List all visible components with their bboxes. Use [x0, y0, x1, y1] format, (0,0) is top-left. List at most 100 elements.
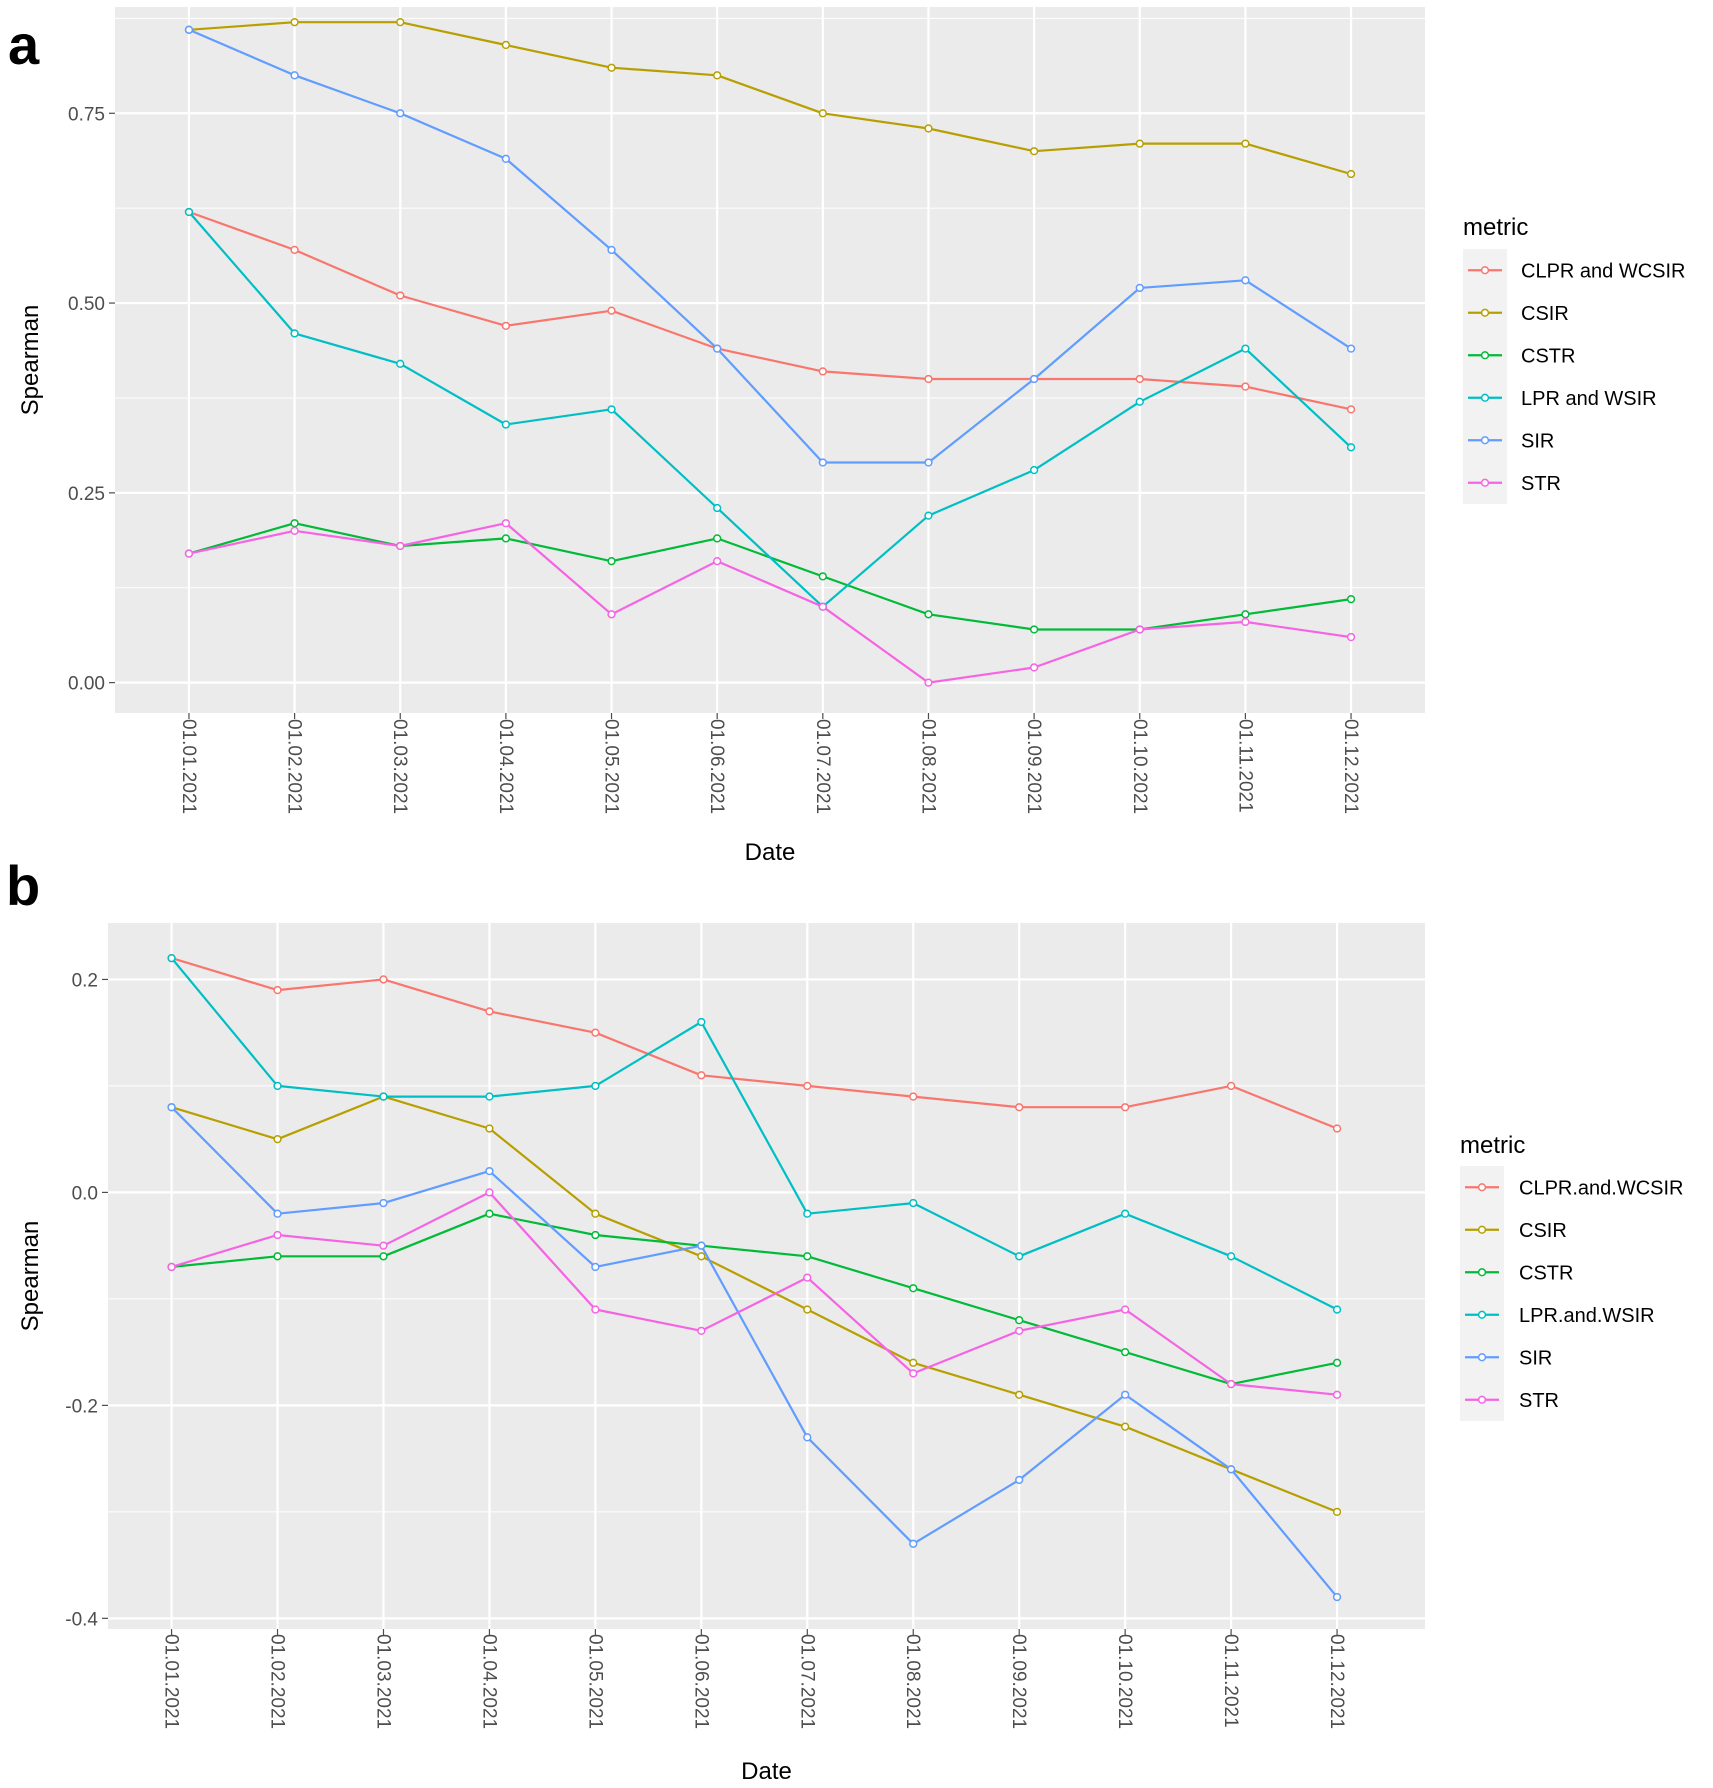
series-sir: [184, 25, 1356, 467]
x-tick-label: 01.01.2021: [178, 719, 199, 814]
data-point: [501, 321, 511, 330]
y-tick-label: 0.00: [68, 674, 105, 695]
data-point: [591, 1209, 600, 1218]
legend-item: LPR and WSIR: [1468, 388, 1657, 410]
legend-item: SIR: [1468, 430, 1554, 452]
data-point: [1029, 147, 1039, 156]
data-point: [909, 1539, 918, 1548]
legend-label: CSTR: [1519, 1262, 1573, 1284]
data-point: [1135, 625, 1144, 634]
data-point: [396, 359, 405, 368]
data-point: [818, 602, 827, 611]
data-point: [591, 1081, 600, 1091]
legend-key-point: [1477, 1225, 1487, 1234]
data-point: [396, 18, 405, 27]
data-point: [1135, 397, 1144, 406]
legend-label: STR: [1521, 473, 1561, 495]
data-point: [1241, 382, 1250, 391]
panel-a: a 0.00 0.25 0.50 0.75 01.01.2021 01.02.2021 01…: [8, 7, 1686, 866]
data-point: [1346, 344, 1356, 353]
data-point: [167, 1262, 176, 1272]
data-point: [1015, 1316, 1024, 1325]
data-point: [1241, 344, 1250, 353]
data-point: [1241, 276, 1250, 285]
legend-label: CLPR and WCSIR: [1521, 260, 1686, 282]
data-point: [591, 1028, 600, 1037]
data-point: [273, 985, 282, 995]
series-line: [188, 210, 1352, 411]
data-point: [697, 1252, 706, 1261]
legend-label: SIR: [1521, 430, 1554, 452]
data-point: [1332, 1390, 1342, 1399]
data-point: [924, 678, 933, 687]
data-point: [1332, 1305, 1342, 1314]
legend-label: CSIR: [1519, 1220, 1567, 1242]
data-point: [1135, 374, 1144, 384]
y-tick-label: 0.2: [72, 970, 98, 991]
data-point: [909, 1198, 918, 1208]
data-point: [501, 40, 511, 50]
legend: metric CLPR.and.WCSIR CSIR CSTR LPR.and.WSIR…: [1460, 1132, 1684, 1421]
x-tick-label: 01.06.2021: [706, 719, 727, 814]
data-point: [1346, 594, 1356, 604]
data-point: [909, 1369, 918, 1378]
data-point: [485, 1209, 494, 1218]
data-point: [273, 1252, 282, 1261]
legend-key-point: [1480, 351, 1490, 360]
panel-b: b -0.4 -0.2 0.0 0.2 01.01.2021 01.02.2021 01.0…: [6, 854, 1684, 1785]
plot-background: [108, 923, 1425, 1629]
legend-key-point: [1480, 393, 1490, 402]
data-point: [379, 1241, 388, 1250]
y-tick-label: 0.0: [72, 1183, 98, 1204]
data-point: [273, 1209, 282, 1218]
legend-label: CLPR.and.WCSIR: [1519, 1177, 1684, 1199]
series-csir: [184, 18, 1356, 179]
data-point: [803, 1433, 812, 1442]
x-tick-label: 01.11.2021: [1220, 1634, 1241, 1728]
legend-key-point: [1480, 436, 1490, 445]
data-point: [379, 1198, 388, 1208]
legend-item: CSIR: [1465, 1220, 1567, 1242]
legend-item: STR: [1465, 1390, 1559, 1412]
data-point: [803, 1305, 812, 1314]
data-point: [818, 458, 827, 467]
y-axis-title: Spearman: [17, 1221, 44, 1332]
legend: metric CLPR and WCSIR CSIR CSTR LPR and WSIR…: [1463, 214, 1686, 504]
data-point: [1121, 1390, 1130, 1399]
data-point: [803, 1209, 812, 1218]
x-axis-title: Date: [741, 1758, 792, 1785]
x-tick-label: 01.03.2021: [372, 1634, 393, 1729]
legend-label: SIR: [1519, 1347, 1552, 1369]
data-point: [273, 1081, 282, 1091]
data-point: [909, 1284, 918, 1293]
data-point: [713, 534, 722, 543]
data-point: [1029, 374, 1039, 384]
series-str: [167, 1188, 1342, 1399]
legend-label: LPR.and.WSIR: [1519, 1305, 1655, 1327]
series-clpr-and-wcsir: [167, 953, 1342, 1133]
data-point: [818, 572, 827, 581]
data-point: [396, 109, 405, 118]
data-point: [1332, 1592, 1342, 1602]
legend-key-point: [1477, 1353, 1487, 1362]
data-point: [396, 541, 405, 551]
data-point: [1346, 405, 1356, 414]
legend-key-point: [1480, 308, 1490, 317]
data-point: [924, 458, 933, 467]
legend-item: CSIR: [1468, 303, 1569, 325]
data-point: [485, 1188, 494, 1197]
data-point: [1015, 1326, 1024, 1335]
legend-key-background: [1460, 1166, 1504, 1421]
data-point: [1226, 1081, 1236, 1091]
x-tick-label: 01.12.2021: [1340, 719, 1361, 814]
series-line: [171, 1212, 1338, 1386]
series-line: [171, 1095, 1338, 1513]
data-point: [1015, 1390, 1024, 1399]
data-point: [485, 1124, 494, 1133]
data-point: [1332, 1124, 1342, 1133]
y-tick-label: 0.50: [68, 294, 105, 315]
data-point: [290, 329, 299, 338]
data-point: [803, 1081, 812, 1091]
x-tick-label: 01.07.2021: [812, 719, 833, 814]
